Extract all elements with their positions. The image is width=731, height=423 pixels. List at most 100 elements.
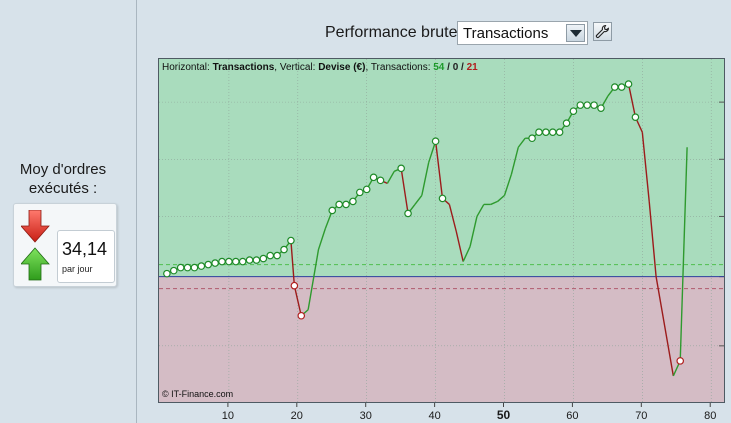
data-point xyxy=(342,200,350,209)
data-point xyxy=(583,101,591,109)
x-tick-label: 70 xyxy=(635,410,647,422)
data-point xyxy=(211,259,219,267)
series-segment xyxy=(400,168,409,214)
series-segment xyxy=(627,83,637,118)
x-tick-label: 50 xyxy=(497,408,511,422)
data-point xyxy=(197,262,206,270)
data-point xyxy=(610,83,619,91)
series-segment xyxy=(290,240,296,286)
data-point xyxy=(431,137,440,146)
data-point xyxy=(349,197,357,206)
info-losses: 21 xyxy=(466,62,478,73)
data-point xyxy=(569,107,578,115)
info-neutral: 0 xyxy=(452,62,459,73)
loss-zone xyxy=(159,276,724,402)
data-point xyxy=(617,83,626,91)
series-segment xyxy=(307,249,320,310)
info-wins: 54 xyxy=(433,62,445,73)
data-point xyxy=(624,80,633,88)
x-tick-label: 30 xyxy=(360,410,372,422)
data-point xyxy=(252,256,261,264)
data-point xyxy=(597,104,605,112)
data-point xyxy=(555,128,564,137)
data-point xyxy=(266,251,275,260)
data-point xyxy=(176,263,185,272)
series-segment xyxy=(490,200,498,206)
x-tick-label: 20 xyxy=(291,410,303,422)
wrench-icon xyxy=(595,24,609,39)
data-point xyxy=(576,101,585,109)
series-segment xyxy=(655,276,675,377)
data-point xyxy=(231,257,240,266)
chevron-down-icon xyxy=(570,30,582,37)
data-point xyxy=(548,128,557,137)
copyright: © IT-Finance.com xyxy=(162,389,234,399)
data-point xyxy=(238,257,247,266)
x-axis: 10 20 30 40 50 60 70 80 xyxy=(222,403,716,422)
series-segment xyxy=(503,174,513,196)
avg-orders-value-box: 34,14 par jour xyxy=(57,230,115,283)
x-tick-label: 60 xyxy=(566,410,578,422)
data-point xyxy=(397,164,405,173)
left-panel: Moy d'ordres exécutés : 34,14 par jour xyxy=(0,0,137,423)
info-mid: , Vertical: xyxy=(274,62,319,73)
series-segment xyxy=(469,216,478,247)
series-segment xyxy=(641,132,650,202)
data-point xyxy=(542,128,550,137)
series-segment xyxy=(455,231,464,262)
data-point xyxy=(169,266,178,275)
x-tick-label: 40 xyxy=(428,410,440,422)
chart-canvas xyxy=(159,59,724,402)
data-point xyxy=(225,257,233,266)
up-down-arrows-icon xyxy=(21,210,50,281)
data-point xyxy=(438,194,447,203)
data-point xyxy=(297,311,306,320)
profit-zone xyxy=(159,59,724,277)
data-point xyxy=(335,200,343,209)
data-point xyxy=(631,113,640,121)
info-sep2: / xyxy=(458,62,467,73)
metric-select[interactable]: Transactions xyxy=(457,21,588,45)
data-point xyxy=(280,245,288,254)
data-point xyxy=(356,188,364,197)
settings-button[interactable] xyxy=(593,22,612,41)
info-tx-label: , Transactions: xyxy=(365,62,434,73)
avg-orders-title: Moy d'ordres exécutés : xyxy=(19,161,107,197)
data-point xyxy=(183,263,192,272)
data-point xyxy=(528,134,536,143)
series-segment xyxy=(497,194,505,202)
avg-orders-card: 34,14 par jour xyxy=(13,203,117,287)
chart-info: Horizontal: Transactions, Vertical: Devi… xyxy=(162,62,478,73)
dropdown-button[interactable] xyxy=(566,24,585,42)
info-horizontal: Transactions xyxy=(212,62,275,73)
series-segment xyxy=(462,246,471,262)
series-segment xyxy=(293,285,302,316)
series-segment xyxy=(517,137,526,148)
data-point xyxy=(362,185,371,194)
x-tick-label: 10 xyxy=(222,410,234,422)
data-point xyxy=(163,269,171,278)
data-point xyxy=(590,101,598,109)
info-sep1: / xyxy=(444,62,453,73)
avg-orders-unit: par jour xyxy=(62,264,93,274)
info-vertical: Devise (€) xyxy=(318,62,366,73)
data-point xyxy=(328,206,337,215)
series-segment xyxy=(421,162,430,196)
performance-chart[interactable]: Horizontal: Transactions, Vertical: Devi… xyxy=(158,58,725,403)
data-point xyxy=(204,260,213,269)
data-point xyxy=(218,257,226,266)
data-point xyxy=(190,263,199,272)
info-prefix: Horizontal: xyxy=(162,62,213,73)
series-segment xyxy=(414,194,423,205)
data-point xyxy=(535,128,543,137)
x-tick-label: 80 xyxy=(704,410,716,422)
data-point xyxy=(376,176,385,185)
avg-orders-value: 34,14 xyxy=(62,239,108,259)
series-segment xyxy=(679,147,688,361)
data-point xyxy=(676,357,685,365)
series-segment xyxy=(648,201,657,277)
series-segment xyxy=(386,170,395,184)
metric-select-value: Transactions xyxy=(463,25,549,42)
data-point xyxy=(404,209,412,218)
series-segment xyxy=(434,141,444,199)
